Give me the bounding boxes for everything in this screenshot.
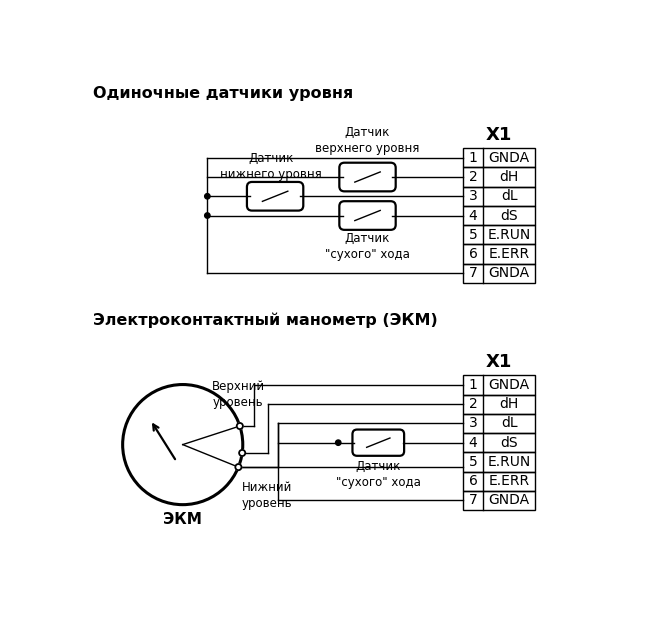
Circle shape — [205, 213, 210, 218]
Bar — [463, 452, 535, 471]
Text: dH: dH — [500, 397, 519, 411]
Text: 2: 2 — [469, 170, 477, 184]
Text: 4: 4 — [469, 209, 477, 222]
Text: 6: 6 — [469, 474, 477, 488]
Text: 5: 5 — [469, 228, 477, 242]
Text: GNDA: GNDA — [488, 266, 530, 280]
Text: Датчик
верхнего уровня: Датчик верхнего уровня — [315, 126, 420, 155]
Text: Одиночные датчики уровня: Одиночные датчики уровня — [94, 86, 354, 101]
Bar — [463, 471, 535, 491]
Text: 2: 2 — [469, 397, 477, 411]
Bar — [463, 168, 535, 187]
Bar — [463, 433, 535, 452]
Text: E.ERR: E.ERR — [488, 474, 530, 488]
Bar — [463, 491, 535, 510]
Text: Датчик
"сухого" хода: Датчик "сухого" хода — [336, 459, 420, 489]
Text: E.ERR: E.ERR — [488, 247, 530, 261]
Circle shape — [237, 423, 243, 429]
Bar — [463, 375, 535, 394]
Bar — [463, 414, 535, 433]
Text: 7: 7 — [469, 266, 477, 280]
Bar — [463, 264, 535, 283]
Circle shape — [236, 464, 242, 470]
Text: E.RUN: E.RUN — [488, 228, 531, 242]
Text: dH: dH — [500, 170, 519, 184]
Text: 4: 4 — [469, 436, 477, 449]
Circle shape — [335, 440, 341, 446]
Text: 1: 1 — [469, 151, 477, 165]
Bar — [463, 394, 535, 414]
Bar — [463, 148, 535, 168]
Text: 6: 6 — [469, 247, 477, 261]
Circle shape — [239, 450, 246, 456]
Text: Нижний
уровень: Нижний уровень — [242, 481, 292, 510]
Text: Верхний
уровень: Верхний уровень — [212, 380, 265, 409]
Text: dS: dS — [500, 209, 518, 222]
Text: GNDA: GNDA — [488, 493, 530, 508]
Text: GNDA: GNDA — [488, 378, 530, 392]
Text: dL: dL — [501, 416, 517, 431]
Text: Датчик
нижнего уровня: Датчик нижнего уровня — [220, 152, 322, 181]
Text: X1: X1 — [486, 352, 512, 371]
Text: 3: 3 — [469, 416, 477, 431]
Text: ЭКМ: ЭКМ — [163, 512, 202, 528]
Text: dL: dL — [501, 189, 517, 203]
Text: E.RUN: E.RUN — [488, 455, 531, 469]
Text: GNDA: GNDA — [488, 151, 530, 165]
Bar — [463, 187, 535, 206]
Text: Датчик
"сухого" хода: Датчик "сухого" хода — [325, 232, 410, 261]
Bar — [463, 225, 535, 244]
Text: dS: dS — [500, 436, 518, 449]
Text: 1: 1 — [469, 378, 477, 392]
Text: 5: 5 — [469, 455, 477, 469]
Bar — [463, 244, 535, 264]
Text: Электроконтактный манометр (ЭКМ): Электроконтактный манометр (ЭКМ) — [94, 312, 438, 328]
Text: 3: 3 — [469, 189, 477, 203]
Circle shape — [205, 194, 210, 199]
Text: X1: X1 — [486, 126, 512, 144]
Bar — [463, 206, 535, 225]
Text: 7: 7 — [469, 493, 477, 508]
